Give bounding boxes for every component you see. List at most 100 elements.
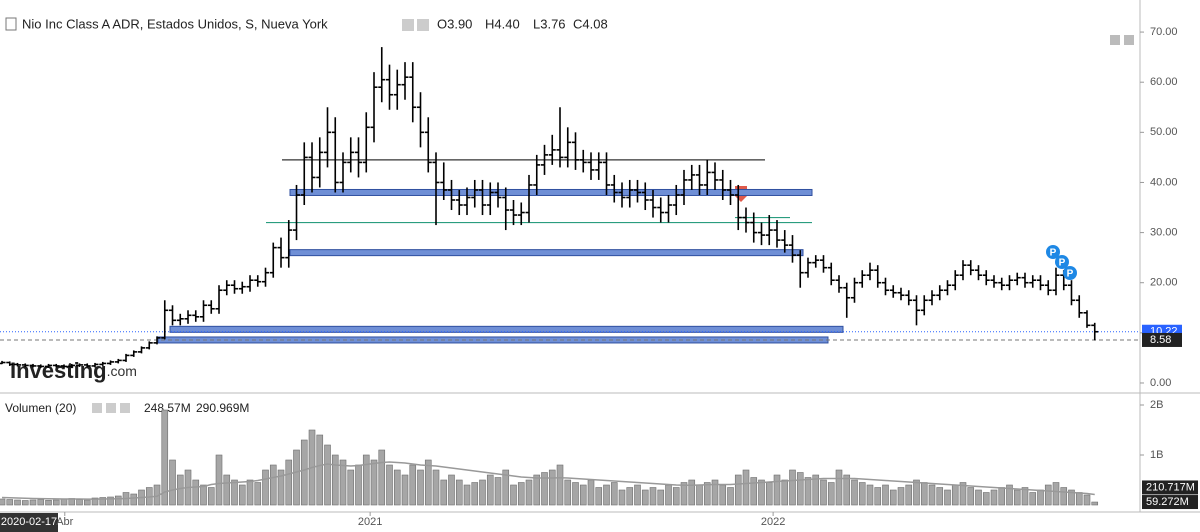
volume-bar (502, 469, 510, 506)
watermark-suffix: .com (107, 363, 137, 379)
volume-bar (610, 482, 618, 506)
volume-bar (548, 469, 556, 506)
volume-bar (6, 499, 14, 506)
volume-bar (60, 498, 68, 506)
volume-bar (765, 482, 773, 506)
scroll-icon[interactable] (1124, 35, 1134, 45)
volume-bar (525, 479, 533, 506)
volume-bar (215, 454, 223, 506)
volume-bar (789, 469, 796, 506)
volume-bar (401, 474, 409, 506)
volume-bar (603, 484, 610, 506)
volume-bar (76, 499, 83, 506)
icon[interactable] (106, 403, 116, 413)
volume-bar (517, 482, 525, 506)
x-tick-label: 2021 (358, 516, 382, 528)
volume-bar (897, 487, 905, 506)
volume-bar (734, 474, 742, 506)
volume-bar (944, 489, 951, 506)
volume-bar (494, 477, 502, 506)
volume-bar (649, 487, 657, 506)
volume-bar (820, 479, 827, 506)
volume-bar (703, 482, 711, 506)
volume-ma-line (1, 461, 1095, 500)
volume-bar (711, 479, 719, 506)
volume-bar (866, 484, 874, 506)
volume-last-label: 59.272M (1146, 496, 1189, 508)
volume-bar (448, 474, 455, 506)
volume-bar (990, 489, 998, 506)
y-tick-label: 0.00 (1150, 377, 1171, 389)
volume-bar (409, 464, 417, 506)
volume-bar (998, 487, 1006, 506)
volume-bar (14, 499, 21, 506)
icon[interactable] (120, 403, 130, 413)
event-label: P (1059, 258, 1066, 269)
volume-bar (29, 499, 37, 506)
volume-bar (455, 479, 463, 506)
volume-bar (1060, 487, 1068, 506)
volume-bar (680, 482, 688, 506)
icon[interactable] (417, 19, 429, 31)
x-tick-label: Abr (56, 516, 73, 528)
volume-bar (688, 479, 696, 506)
volume-bar (843, 474, 851, 506)
event-marker (1055, 255, 1069, 269)
volume-bar (83, 499, 91, 506)
volume-bar (758, 479, 765, 506)
volume-bar (672, 487, 680, 506)
symbol-icon (5, 17, 17, 31)
event-label: P (1050, 248, 1057, 259)
volume-bar (1021, 487, 1029, 506)
volume-bar (99, 497, 107, 506)
volume-bar (920, 482, 928, 506)
volume-bar (641, 489, 649, 506)
volume-bar (975, 489, 982, 506)
crosshair-label-box (0, 513, 58, 532)
volume-bar (827, 482, 835, 506)
readout-low: L3.76 (533, 16, 566, 31)
icon[interactable] (92, 403, 102, 413)
volume-bar (45, 499, 52, 506)
x-tick-label: 2022 (761, 516, 785, 528)
readout-close: C4.08 (573, 16, 608, 31)
volume-bar (130, 493, 138, 506)
volume-bar (238, 484, 246, 506)
volume-bar (1006, 484, 1013, 506)
y-tick-label: 70.00 (1150, 26, 1178, 38)
volume-bar (393, 469, 401, 506)
volume-bar (858, 482, 866, 506)
volume-bar (107, 496, 114, 506)
volume-bar (254, 482, 262, 506)
volume-bar (192, 479, 200, 506)
volume-bar (378, 449, 386, 506)
volume-bar (200, 484, 207, 506)
volume-bar (889, 489, 897, 506)
event-marker (1046, 245, 1060, 259)
volume-bar (1013, 489, 1021, 506)
volume-bar (471, 482, 479, 506)
scroll-icon[interactable] (1110, 35, 1120, 45)
volume-y-tick-label: 2B (1150, 399, 1163, 411)
volume-bar (626, 487, 634, 506)
volume-bar (1052, 482, 1060, 506)
volume-bar (595, 487, 603, 506)
volume-bar (928, 484, 936, 506)
watermark-main: Investing (10, 358, 107, 383)
volume-bar (1075, 492, 1083, 506)
volume-bar (533, 474, 541, 506)
volume-bar (417, 469, 424, 506)
volume-bar (231, 479, 238, 506)
volume-bar (905, 484, 913, 506)
level-label: 8.58 (1150, 334, 1171, 346)
y-tick-label: 30.00 (1150, 226, 1178, 238)
y-tick-label: 20.00 (1150, 277, 1178, 289)
volume-bar (316, 434, 324, 506)
volume-bar (1044, 484, 1052, 506)
volume-bar (773, 474, 781, 506)
volume-bar (370, 459, 378, 506)
volume-bar (21, 500, 29, 506)
icon[interactable] (402, 19, 414, 31)
